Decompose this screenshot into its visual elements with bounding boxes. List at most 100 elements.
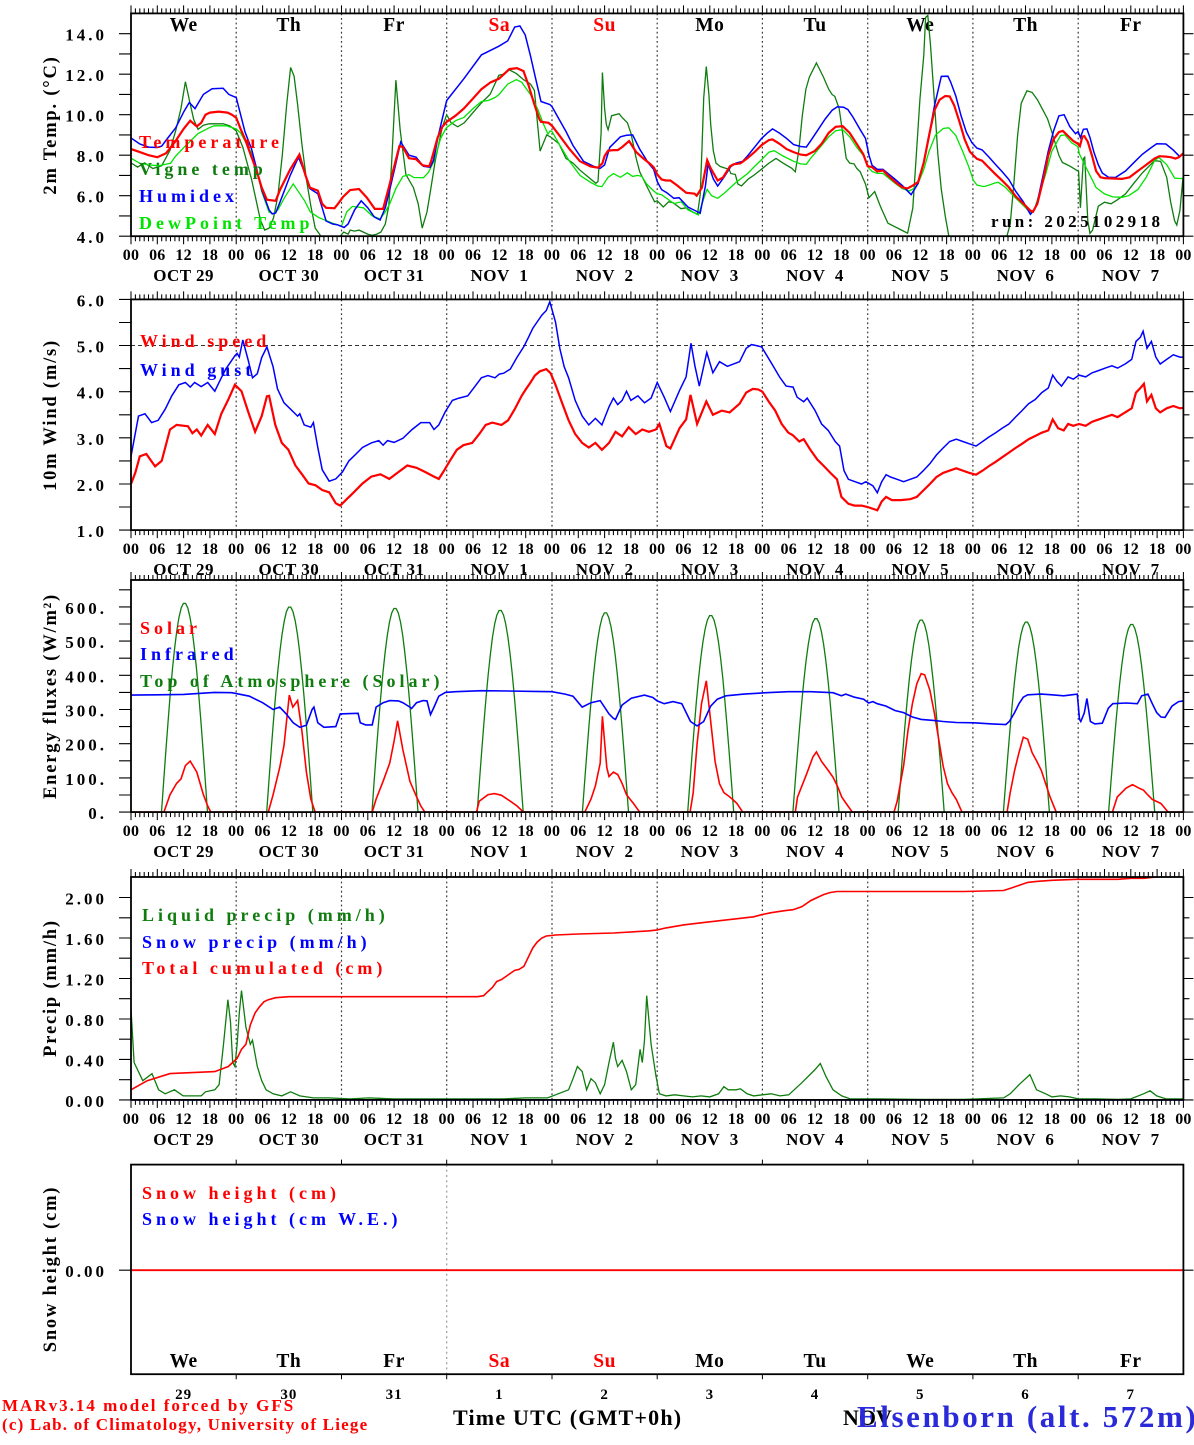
svg-text:Snow height (cm W.E.): Snow height (cm W.E.) <box>142 1209 402 1230</box>
svg-text:06: 06 <box>360 823 376 840</box>
svg-text:Humidex: Humidex <box>139 186 238 206</box>
svg-text:12: 12 <box>491 1111 507 1128</box>
svg-text:Su: Su <box>593 15 616 36</box>
svg-text:MARv3.14 model forced by GFS: MARv3.14 model forced by GFS <box>2 1396 295 1415</box>
svg-text:run: 2025102918: run: 2025102918 <box>991 212 1163 231</box>
svg-text:Mo: Mo <box>695 1351 724 1372</box>
svg-text:6.0: 6.0 <box>77 291 107 310</box>
svg-text:06: 06 <box>254 541 270 558</box>
svg-text:06: 06 <box>465 1111 481 1128</box>
svg-text:NOV 4: NOV 4 <box>786 842 844 861</box>
svg-text:06: 06 <box>991 823 1007 840</box>
svg-text:NOV 7: NOV 7 <box>1102 266 1160 285</box>
svg-text:18: 18 <box>202 1111 218 1128</box>
svg-text:18: 18 <box>307 541 323 558</box>
svg-text:Snow height (cm): Snow height (cm) <box>41 1186 61 1353</box>
svg-text:00: 00 <box>1070 541 1086 558</box>
svg-text:06: 06 <box>254 823 270 840</box>
svg-text:NOV 4: NOV 4 <box>786 1130 844 1149</box>
svg-text:18: 18 <box>412 541 428 558</box>
svg-text:OCT 29: OCT 29 <box>153 1130 214 1149</box>
svg-text:0.00: 0.00 <box>65 1262 107 1281</box>
svg-text:10m Wind (m/s): 10m Wind (m/s) <box>41 339 61 491</box>
svg-text:00: 00 <box>1175 247 1191 264</box>
svg-text:06: 06 <box>781 823 797 840</box>
svg-text:18: 18 <box>202 247 218 264</box>
svg-text:12: 12 <box>1123 823 1139 840</box>
svg-text:12: 12 <box>807 541 823 558</box>
svg-text:2: 2 <box>600 1387 609 1403</box>
svg-text:00: 00 <box>1070 247 1086 264</box>
svg-text:Sa: Sa <box>489 1351 511 1372</box>
svg-text:00: 00 <box>544 1111 560 1128</box>
svg-text:00: 00 <box>1175 823 1191 840</box>
svg-text:00: 00 <box>228 247 244 264</box>
svg-text:OCT 31: OCT 31 <box>364 266 425 285</box>
svg-text:4: 4 <box>811 1387 820 1403</box>
svg-text:OCT 30: OCT 30 <box>258 842 319 861</box>
svg-text:18: 18 <box>517 1111 533 1128</box>
svg-text:06: 06 <box>886 1111 902 1128</box>
svg-text:NOV 2: NOV 2 <box>576 842 634 861</box>
svg-text:100.: 100. <box>65 770 107 789</box>
svg-text:00: 00 <box>544 247 560 264</box>
svg-text:8.0: 8.0 <box>77 147 107 166</box>
svg-text:OCT 29: OCT 29 <box>153 560 214 579</box>
svg-text:00: 00 <box>123 1111 139 1128</box>
svg-text:3.0: 3.0 <box>77 430 107 449</box>
svg-text:06: 06 <box>675 1111 691 1128</box>
svg-text:5.0: 5.0 <box>77 338 107 357</box>
svg-text:00: 00 <box>544 541 560 558</box>
svg-text:Th: Th <box>276 1351 301 1372</box>
svg-text:00: 00 <box>649 1111 665 1128</box>
svg-text:06: 06 <box>991 247 1007 264</box>
svg-text:00: 00 <box>754 541 770 558</box>
svg-text:06: 06 <box>254 247 270 264</box>
svg-text:12: 12 <box>281 823 297 840</box>
svg-text:06: 06 <box>1096 823 1112 840</box>
svg-text:OCT 31: OCT 31 <box>364 842 425 861</box>
svg-text:18: 18 <box>1044 247 1060 264</box>
svg-text:NOV 5: NOV 5 <box>891 1130 949 1149</box>
svg-text:18: 18 <box>412 247 428 264</box>
svg-text:06: 06 <box>465 247 481 264</box>
svg-text:00: 00 <box>1070 1111 1086 1128</box>
svg-text:Wind speed: Wind speed <box>140 331 270 351</box>
svg-text:18: 18 <box>1149 247 1165 264</box>
svg-text:06: 06 <box>465 823 481 840</box>
svg-text:NOV 2: NOV 2 <box>576 560 634 579</box>
svg-text:00: 00 <box>649 823 665 840</box>
svg-text:We: We <box>170 1351 198 1372</box>
svg-text:NOV 2: NOV 2 <box>576 1130 634 1149</box>
svg-text:Th: Th <box>1013 1351 1038 1372</box>
svg-text:06: 06 <box>675 823 691 840</box>
svg-text:18: 18 <box>1044 1111 1060 1128</box>
svg-text:5: 5 <box>916 1387 925 1403</box>
svg-text:29: 29 <box>175 1387 192 1403</box>
svg-text:06: 06 <box>570 1111 586 1128</box>
svg-text:12: 12 <box>596 247 612 264</box>
svg-text:06: 06 <box>149 823 165 840</box>
svg-text:18: 18 <box>728 823 744 840</box>
svg-text:18: 18 <box>1044 541 1060 558</box>
svg-text:00: 00 <box>965 1111 981 1128</box>
svg-text:We: We <box>906 15 934 36</box>
svg-text:2m Temp. (°C): 2m Temp. (°C) <box>41 55 61 194</box>
svg-text:18: 18 <box>938 541 954 558</box>
svg-text:NOV 5: NOV 5 <box>891 560 949 579</box>
svg-text:NOV 6: NOV 6 <box>997 1130 1055 1149</box>
svg-text:06: 06 <box>781 247 797 264</box>
svg-text:1.60: 1.60 <box>65 930 107 949</box>
svg-text:1.0: 1.0 <box>77 522 107 541</box>
svg-text:18: 18 <box>833 1111 849 1128</box>
svg-text:600.: 600. <box>65 599 107 618</box>
svg-text:00: 00 <box>1175 1111 1191 1128</box>
svg-text:12: 12 <box>596 823 612 840</box>
svg-text:NOV 6: NOV 6 <box>997 266 1055 285</box>
svg-text:06: 06 <box>1096 541 1112 558</box>
svg-text:00: 00 <box>754 823 770 840</box>
svg-text:00: 00 <box>859 823 875 840</box>
svg-text:OCT 30: OCT 30 <box>258 266 319 285</box>
svg-text:18: 18 <box>833 541 849 558</box>
svg-text:400.: 400. <box>65 667 107 686</box>
